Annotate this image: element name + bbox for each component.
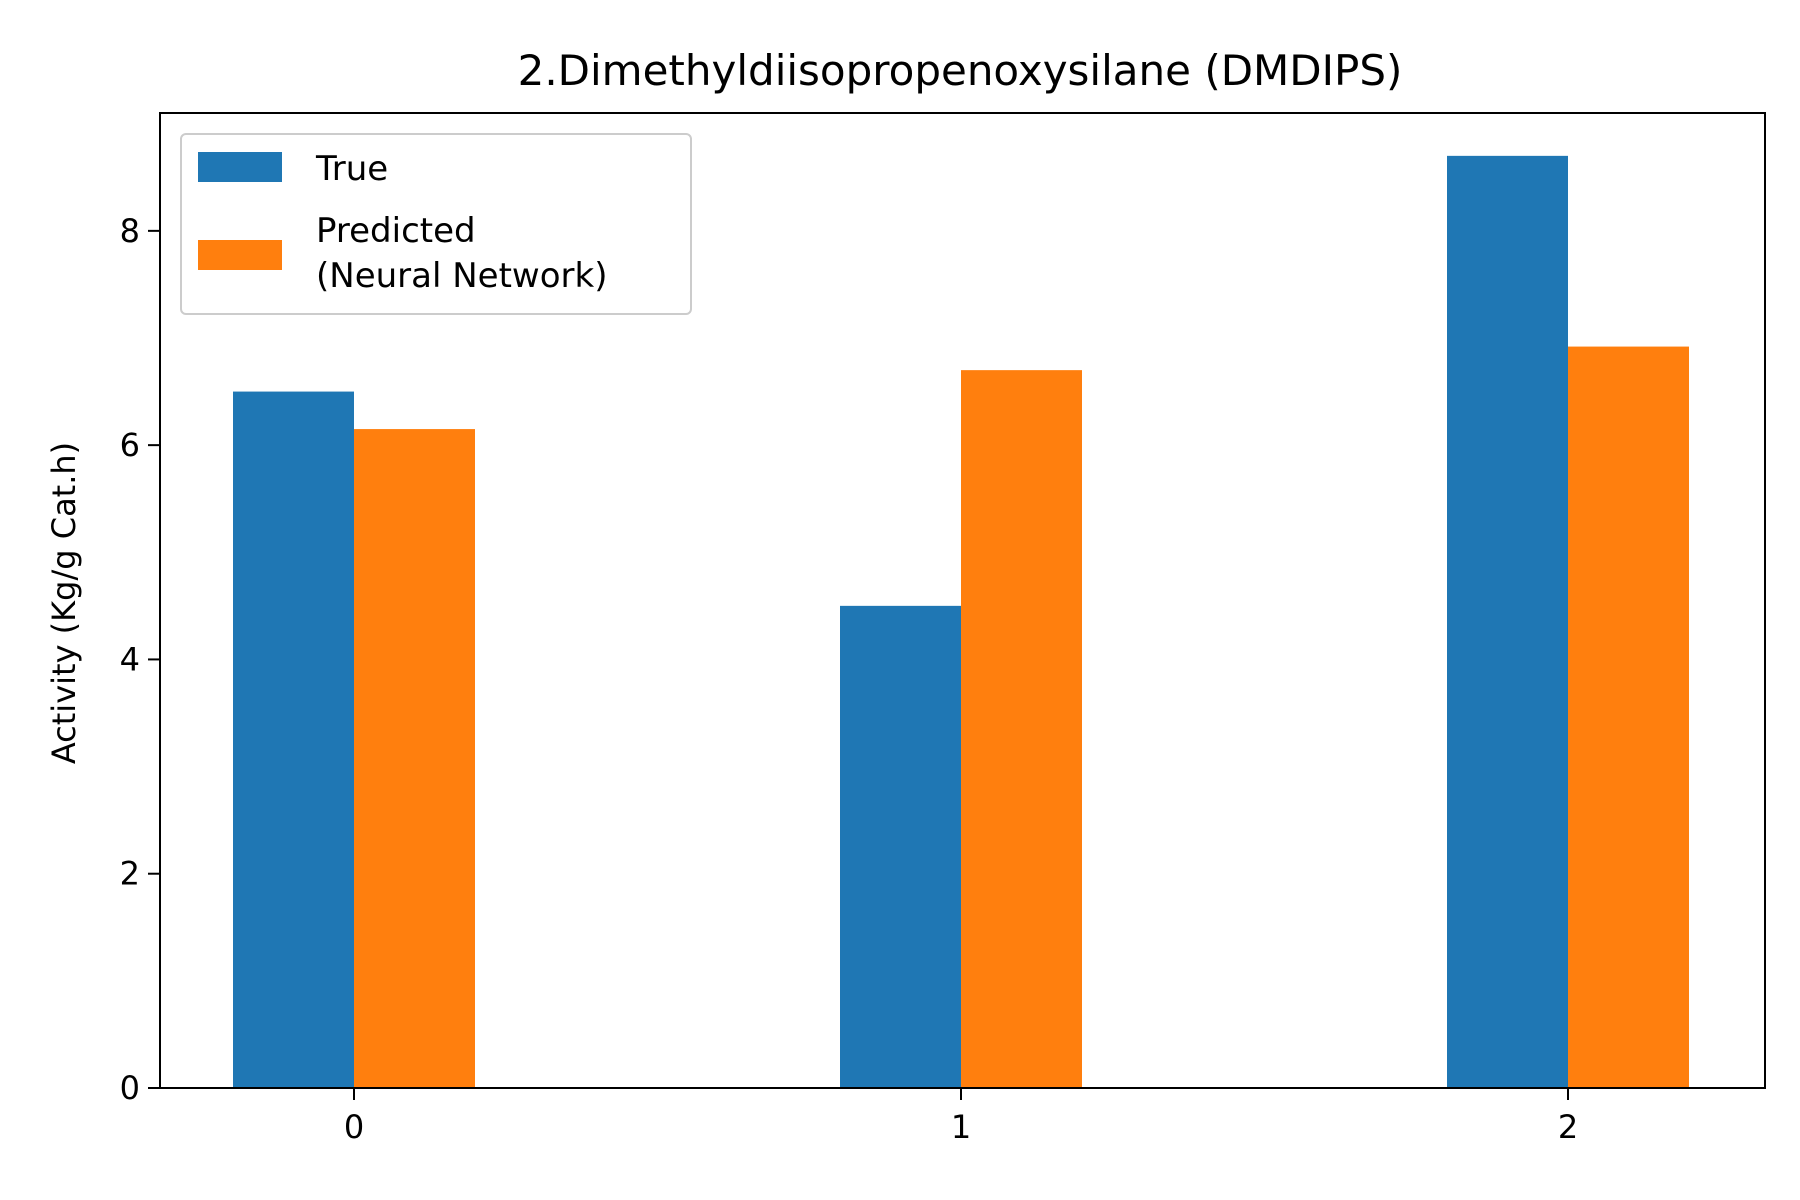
chart-title: 2.Dimethyldiisopropenoxysilane (DMDIPS) bbox=[518, 46, 1403, 95]
bar-predicted-2 bbox=[1568, 346, 1689, 1089]
x-tick-label-0: 0 bbox=[344, 1108, 364, 1146]
bar-true-0 bbox=[233, 391, 354, 1089]
legend: True Predicted (Neural Network) bbox=[180, 133, 692, 315]
x-tick-label-1: 1 bbox=[951, 1108, 971, 1146]
plot-area: 0 2 4 6 8 0 1 2 bbox=[120, 112, 1766, 1146]
y-tick-label-4: 4 bbox=[120, 640, 140, 678]
legend-swatch-true bbox=[198, 152, 282, 182]
bar-predicted-0 bbox=[354, 429, 475, 1089]
y-tick-label-0: 0 bbox=[120, 1069, 140, 1107]
legend-label-true: True bbox=[315, 149, 388, 189]
bar-true-2 bbox=[1447, 155, 1568, 1088]
legend-label-predicted: Predicted (Neural Network) bbox=[316, 211, 607, 296]
y-axis-label: Activity (Kg/g Cat.h) bbox=[45, 442, 83, 764]
y-tick-label-8: 8 bbox=[120, 212, 140, 250]
plot-frame bbox=[159, 112, 1766, 1089]
x-tick-label-2: 2 bbox=[1558, 1108, 1578, 1146]
y-tick-label-2: 2 bbox=[120, 855, 140, 893]
y-tick-label-6: 6 bbox=[120, 426, 140, 464]
legend-swatch-predicted bbox=[198, 240, 282, 270]
bar-true-1 bbox=[840, 605, 961, 1088]
bar-predicted-1 bbox=[961, 370, 1082, 1089]
legend-box bbox=[180, 133, 692, 315]
